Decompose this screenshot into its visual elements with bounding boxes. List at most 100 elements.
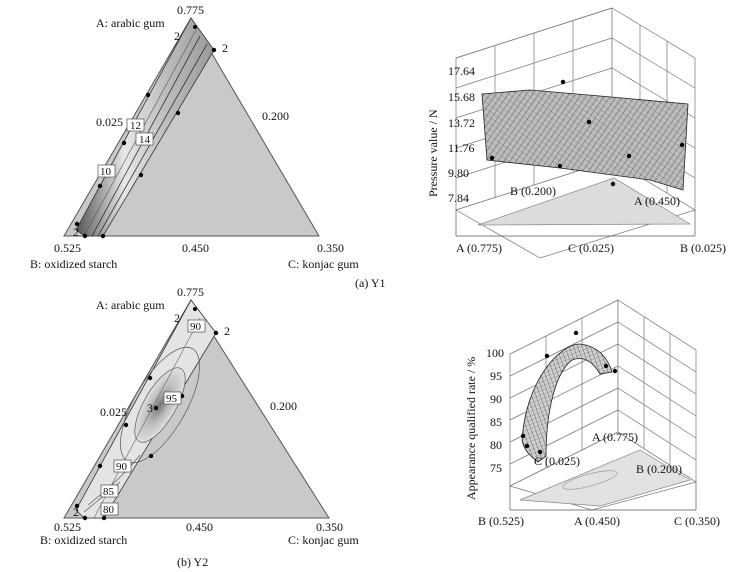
axis-label: C (0.350)	[674, 514, 720, 528]
contour-label-box	[97, 164, 116, 178]
y-axis-label-y1: Pressure value / N	[426, 109, 440, 197]
strip-inner-line	[93, 317, 201, 519]
contour-label-box	[163, 391, 182, 405]
tick-left-mid: 0.025	[100, 405, 127, 419]
z-tick: 13.72	[448, 116, 475, 130]
feasible-strip	[75, 17, 215, 237]
replicate-label: 2	[174, 29, 180, 43]
design-point	[97, 183, 103, 189]
z-tick: 90	[490, 392, 502, 406]
surface-point	[520, 433, 526, 439]
grid-line	[617, 365, 697, 417]
design-point	[138, 172, 144, 178]
design-point	[148, 453, 154, 459]
z-tick: 85	[490, 415, 502, 429]
surface-point	[560, 79, 566, 85]
optimum-region	[134, 367, 186, 443]
tick-top: 0.775	[177, 3, 204, 17]
vertex-a-label: A: arabic gum	[96, 16, 165, 30]
grid-line	[509, 409, 619, 465]
design-point	[145, 92, 151, 98]
z-tick: 95	[490, 369, 502, 383]
z-tick: 7.84	[448, 191, 469, 205]
contour-label: 85	[103, 486, 115, 498]
design-point	[97, 463, 103, 469]
floor-triangle	[477, 177, 692, 226]
contour-label: 90	[116, 461, 128, 473]
axis-label: B (0.025)	[680, 241, 726, 255]
grid-line	[617, 409, 697, 461]
z-tick: 80	[490, 438, 502, 452]
axis-label: B (0.525)	[478, 514, 524, 528]
tick-bottom-right: 0.350	[316, 520, 343, 534]
design-point	[82, 233, 88, 239]
design-point	[74, 503, 80, 509]
z-tick: 17.64	[448, 64, 475, 78]
contour-label-box	[135, 132, 154, 146]
grid-line	[617, 343, 697, 395]
ternary-plot-y2: 2 2 3 2 90 95 90 85 80 A: arabic gum 0.7…	[40, 285, 359, 547]
axis-label: A (0.450)	[574, 514, 620, 528]
surface-point	[603, 363, 609, 369]
design-point	[153, 405, 159, 411]
design-point	[82, 515, 88, 521]
design-point	[100, 233, 106, 239]
vertex-a-label: A: arabic gum	[96, 298, 165, 312]
ternary-plot-y1: 2 2 2 12 14 10 A: arabic gum 0.775 0.025…	[30, 3, 359, 271]
contour-label-box	[187, 319, 206, 333]
floor-triangle	[519, 449, 691, 507]
tick-bottom-left: 0.525	[54, 241, 81, 255]
axis-label: C (0.025)	[568, 241, 614, 255]
contour-label: 10	[100, 166, 112, 178]
tick-right-mid: 0.200	[270, 399, 297, 413]
vertex-b-label: B: oxidized starch	[40, 533, 127, 547]
response-surface-y2	[521, 343, 613, 463]
corner-label: A (0.775)	[592, 430, 638, 444]
corner-label: B (0.200)	[510, 184, 556, 198]
contour-line	[87, 454, 141, 506]
replicate-label: 2	[224, 324, 230, 338]
surface-point	[626, 153, 632, 159]
grid-line	[617, 321, 697, 373]
corner-label: C (0.025)	[534, 454, 580, 468]
tick-top: 0.775	[177, 285, 204, 299]
z-tick: 9.80	[448, 166, 469, 180]
z-tick: 100	[486, 346, 504, 360]
contour-label-box	[100, 484, 119, 498]
tick-bottom-right: 0.350	[317, 241, 344, 255]
surface-point	[586, 119, 592, 125]
grid-line	[611, 37, 696, 89]
corner-label: B (0.200)	[636, 462, 682, 476]
surface-point	[610, 181, 616, 187]
vertex-c-label: C: konjac gum	[288, 257, 359, 271]
contour-label: 80	[103, 504, 115, 516]
tick-bottom-mid: 0.450	[186, 520, 213, 534]
grid-line	[617, 387, 697, 439]
design-point	[213, 330, 219, 336]
corner-label: A (0.450)	[634, 194, 680, 208]
tick-bottom-left: 0.525	[54, 520, 81, 534]
surface-point	[557, 163, 563, 169]
contour-label: 90	[190, 321, 202, 333]
surface-point	[612, 368, 618, 374]
contour-label-box	[113, 459, 132, 473]
vertex-b-label: B: oxidized starch	[30, 257, 117, 271]
axis-label: A (0.775)	[456, 241, 502, 255]
vertex-c-label: C: konjac gum	[288, 533, 359, 547]
design-point	[193, 307, 197, 311]
surface-point	[679, 142, 685, 148]
design-point	[74, 221, 80, 227]
tick-bottom-mid: 0.450	[182, 241, 209, 255]
contour-label-box	[126, 118, 145, 132]
z-tick: 11.76	[448, 141, 475, 155]
panel-caption-a: (a) Y1	[355, 276, 386, 290]
design-point	[123, 422, 129, 428]
replicate-label: 2	[73, 505, 79, 519]
contour-label-box	[100, 502, 119, 516]
surface-point	[537, 449, 543, 455]
y-axis-label-y2: Appearance qualified rate / %	[464, 357, 478, 500]
design-point	[175, 110, 181, 116]
design-point	[193, 25, 197, 29]
floor-contour	[562, 470, 618, 490]
